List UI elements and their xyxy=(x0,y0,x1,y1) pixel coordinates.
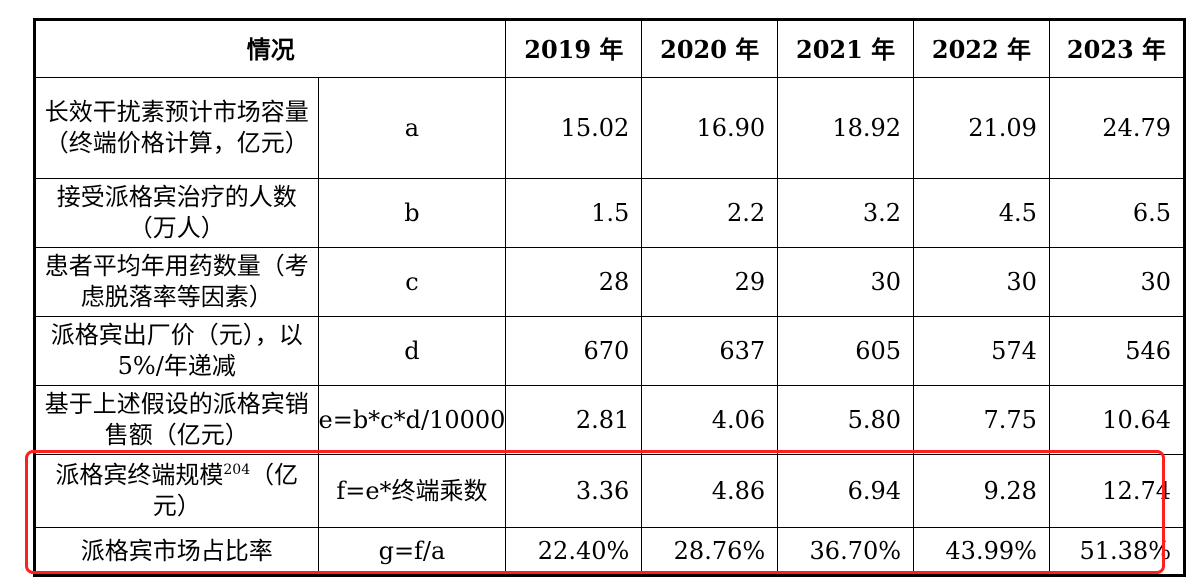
row-formula: e=b*c*d/10000 xyxy=(317,385,507,455)
data-table: 情况 2019 年 2020 年 2021 年 2022 年 2023 年 长效… xyxy=(32,18,1186,577)
cell-value: 36.70% xyxy=(777,527,915,577)
row-description: 患者平均年用药数量（考虑脱落率等因素） xyxy=(33,247,319,317)
header-year: 2020 年 xyxy=(641,18,779,78)
cell-value: 4.06 xyxy=(641,385,779,455)
footnote-ref: 204 xyxy=(223,462,251,478)
table-row: 派格宾终端规模204（亿元） f=e*终端乘数 3.36 4.86 6.94 9… xyxy=(33,454,1186,528)
cell-value: 28.76% xyxy=(641,527,779,577)
table-row: 接受派格宾治疗的人数（万人） b 1.5 2.2 3.2 4.5 6.5 xyxy=(33,178,1186,248)
cell-value: 22.40% xyxy=(505,527,643,577)
header-year: 2023 年 xyxy=(1048,18,1186,78)
header-year: 2022 年 xyxy=(913,18,1050,78)
header-year: 2019 年 xyxy=(505,18,643,78)
cell-value: 546 xyxy=(1048,316,1186,386)
cell-value: 574 xyxy=(913,316,1050,386)
table-row: 派格宾市场占比率 g=f/a 22.40% 28.76% 36.70% 43.9… xyxy=(33,527,1186,577)
cell-value: 30 xyxy=(777,247,915,317)
cell-value: 3.36 xyxy=(505,454,643,528)
cell-value: 24.79 xyxy=(1048,77,1186,179)
cell-value: 18.92 xyxy=(777,77,915,179)
header-row: 情况 2019 年 2020 年 2021 年 2022 年 2023 年 xyxy=(32,18,1186,78)
table-row: 患者平均年用药数量（考虑脱落率等因素） c 28 29 30 30 30 xyxy=(33,247,1186,317)
row-description: 长效干扰素预计市场容量（终端价格计算，亿元） xyxy=(33,77,319,179)
cell-value: 637 xyxy=(641,316,779,386)
cell-value: 6.5 xyxy=(1048,178,1186,248)
cell-value: 28 xyxy=(505,247,643,317)
cell-value: 605 xyxy=(777,316,915,386)
cell-value: 6.94 xyxy=(777,454,915,528)
table-row: 基于上述假设的派格宾销售额（亿元） e=b*c*d/10000 2.81 4.0… xyxy=(33,385,1186,455)
cell-value: 12.74 xyxy=(1048,454,1186,528)
row-formula: g=f/a xyxy=(317,527,507,577)
cell-value: 7.75 xyxy=(913,385,1050,455)
cell-value: 29 xyxy=(641,247,779,317)
cell-value: 10.64 xyxy=(1048,385,1186,455)
cell-value: 16.90 xyxy=(641,77,779,179)
cell-value: 21.09 xyxy=(913,77,1050,179)
row-formula: f=e*终端乘数 xyxy=(317,454,507,528)
row-description: 派格宾市场占比率 xyxy=(33,527,319,577)
row-description: 基于上述假设的派格宾销售额（亿元） xyxy=(33,385,319,455)
cell-value: 30 xyxy=(913,247,1050,317)
row-formula: d xyxy=(317,316,507,386)
row-formula: a xyxy=(317,77,507,179)
row-description-text: 派格宾终端规模 xyxy=(55,461,224,489)
header-situation: 情况 xyxy=(32,18,507,78)
cell-value: 15.02 xyxy=(505,77,643,179)
row-description-unit: （亿元） xyxy=(152,461,299,520)
row-description: 派格宾终端规模204（亿元） xyxy=(33,454,319,528)
table-row: 长效干扰素预计市场容量（终端价格计算，亿元） a 15.02 16.90 18.… xyxy=(33,77,1186,179)
row-formula: c xyxy=(317,247,507,317)
cell-value: 3.2 xyxy=(777,178,915,248)
row-description: 派格宾出厂价（元），以 5%/年递减 xyxy=(33,316,319,386)
cell-value: 4.86 xyxy=(641,454,779,528)
cell-value: 2.81 xyxy=(505,385,643,455)
cell-value: 9.28 xyxy=(913,454,1050,528)
cell-value: 670 xyxy=(505,316,643,386)
cell-value: 2.2 xyxy=(641,178,779,248)
cell-value: 4.5 xyxy=(913,178,1050,248)
cell-value: 51.38% xyxy=(1048,527,1186,577)
table-row: 派格宾出厂价（元），以 5%/年递减 d 670 637 605 574 546 xyxy=(33,316,1186,386)
cell-value: 1.5 xyxy=(505,178,643,248)
cell-value: 5.80 xyxy=(777,385,915,455)
cell-value: 30 xyxy=(1048,247,1186,317)
header-year: 2021 年 xyxy=(777,18,915,78)
cell-value: 43.99% xyxy=(913,527,1050,577)
row-description: 接受派格宾治疗的人数（万人） xyxy=(33,178,319,248)
row-formula: b xyxy=(317,178,507,248)
